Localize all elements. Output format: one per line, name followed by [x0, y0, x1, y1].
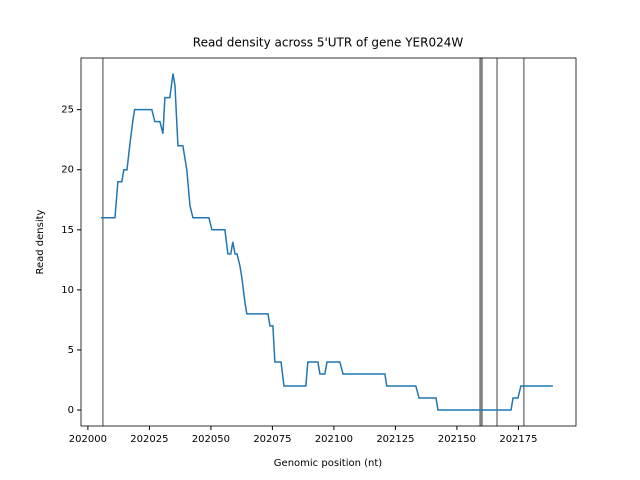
- y-tick-label: 5: [68, 345, 74, 356]
- x-tick-label: 202125: [376, 434, 414, 445]
- y-tick-label: 20: [61, 165, 74, 176]
- data-line: [100, 73, 553, 411]
- plot-frame: [80, 57, 577, 427]
- x-tick-label: 202075: [253, 434, 291, 445]
- x-tick-label: 202100: [315, 434, 353, 445]
- x-tick-label: 202025: [130, 434, 168, 445]
- x-tick-label: 202175: [499, 434, 537, 445]
- x-tick-label: 202150: [438, 434, 476, 445]
- y-tick-label: 15: [61, 225, 74, 236]
- x-tick-label: 202050: [192, 434, 230, 445]
- y-tick-label: 25: [61, 105, 74, 116]
- chart-title: Read density across 5'UTR of gene YER024…: [193, 36, 464, 50]
- y-axis-label: Read density: [35, 209, 46, 274]
- y-tick-label: 10: [61, 285, 74, 296]
- x-tick-label: 202000: [69, 434, 107, 445]
- y-tick-label: 0: [68, 405, 74, 416]
- x-axis-label: Genomic position (nt): [274, 458, 383, 469]
